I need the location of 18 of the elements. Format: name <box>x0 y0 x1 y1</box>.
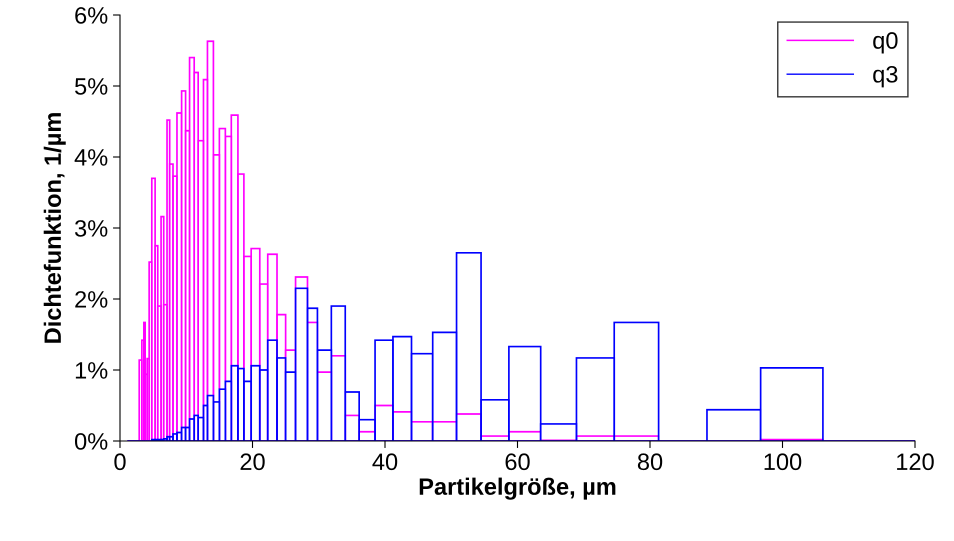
x-axis-title: Partikelgröße, µm <box>420 478 616 500</box>
legend-label: q0 <box>873 32 898 54</box>
x-tick-label: 60 <box>506 453 530 470</box>
y-tick-label: 5% <box>75 78 108 95</box>
x-tick-label: 80 <box>638 453 662 470</box>
x-tick-label: 0 <box>114 453 126 470</box>
y-axis-title: Dichtefunktion, 1/µm <box>44 113 66 343</box>
y-tick-label: 2% <box>75 291 108 308</box>
y-tick-label: 4% <box>74 149 108 166</box>
y-tick-label: 0% <box>74 433 108 450</box>
x-tick-label: 20 <box>240 453 265 470</box>
y-tick-label: 6% <box>75 7 108 24</box>
x-tick-label: 120 <box>897 453 934 470</box>
x-tick-label: 40 <box>372 453 398 470</box>
legend-label: q3 <box>873 66 898 88</box>
y-tick-label: 1% <box>76 362 108 379</box>
y-tick-label: 3% <box>74 220 108 237</box>
x-tick-label: 100 <box>764 453 802 470</box>
